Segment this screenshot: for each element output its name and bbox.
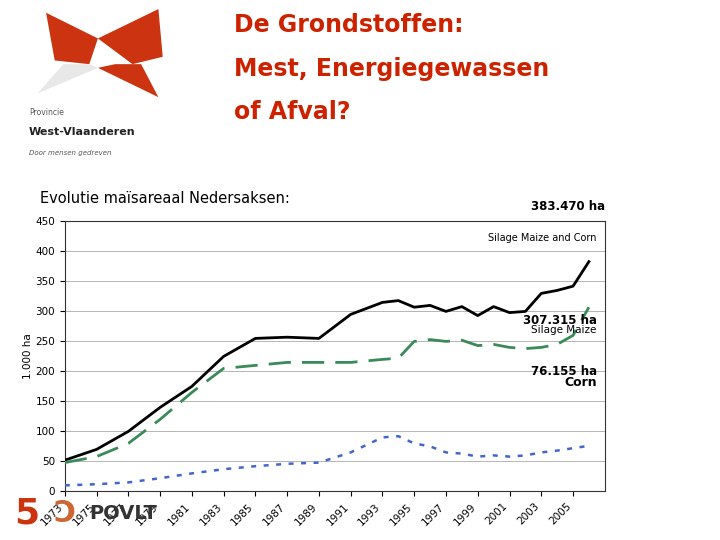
Polygon shape (98, 64, 158, 97)
Text: De Grondstoffen:: De Grondstoffen: (234, 14, 464, 37)
Text: Provincie: Provincie (29, 108, 63, 117)
Polygon shape (37, 64, 98, 93)
Text: Mest, Energiegewassen: Mest, Energiegewassen (234, 57, 549, 80)
Text: West-Vlaanderen: West-Vlaanderen (29, 126, 135, 137)
Text: Evolutie maïsareaal Nedersaksen:: Evolutie maïsareaal Nedersaksen: (40, 191, 289, 206)
Text: of Afval?: of Afval? (234, 100, 351, 124)
Y-axis label: 1.000 ha: 1.000 ha (22, 334, 32, 379)
Text: 383.470 ha: 383.470 ha (531, 200, 605, 213)
Text: Silage Maize: Silage Maize (531, 325, 597, 335)
Polygon shape (46, 13, 98, 64)
Text: Ɔ: Ɔ (53, 498, 76, 528)
Text: 76.155 ha: 76.155 ha (531, 366, 597, 379)
Polygon shape (98, 9, 163, 64)
Text: Silage Maize and Corn: Silage Maize and Corn (488, 233, 597, 244)
Text: Door mensen gedreven: Door mensen gedreven (29, 151, 112, 157)
Text: Corn: Corn (564, 376, 597, 389)
Text: POVLT: POVLT (89, 504, 158, 523)
Text: 307.315 ha: 307.315 ha (523, 314, 597, 327)
Text: 5: 5 (14, 496, 40, 530)
